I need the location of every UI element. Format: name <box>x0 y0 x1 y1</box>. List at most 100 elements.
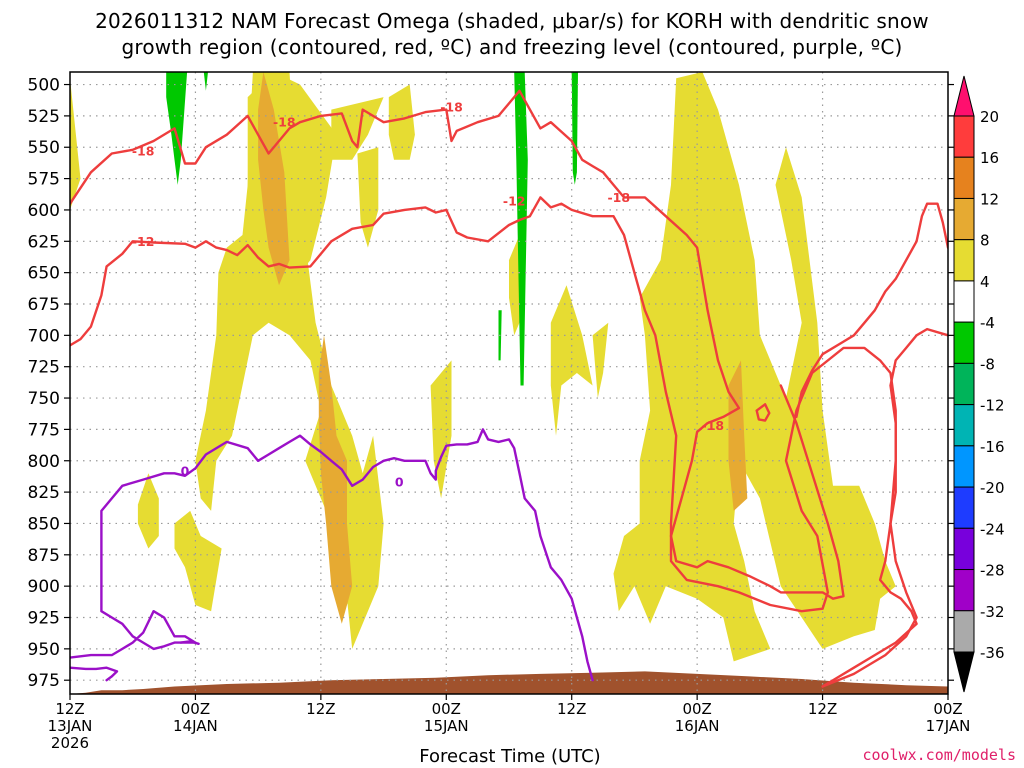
colorbar-label-2: 12 <box>980 190 999 208</box>
x-axis-title: Forecast Time (UTC) <box>419 746 601 767</box>
contour-freezing-0-hook <box>70 666 119 682</box>
contour-label-7: 0 <box>181 463 190 478</box>
colorbar-seg-11 <box>953 527 975 571</box>
colorbar-seg-9 <box>953 445 975 488</box>
xtick-label-84-2: 17JAN <box>926 717 971 735</box>
ytick-label-825: 825 <box>28 483 60 503</box>
ytick-label-550: 550 <box>28 138 60 158</box>
xtick-label-72-1: 12Z <box>808 700 837 718</box>
xtick-label-0-3: 2026 <box>51 734 89 752</box>
colorbar-seg-1 <box>953 115 975 158</box>
colorbar-bottom-arrow <box>953 651 975 693</box>
ytick-label-625: 625 <box>28 232 60 252</box>
ytick-label-950: 950 <box>28 640 60 660</box>
colorbar-seg-5 <box>953 280 975 323</box>
omega-region-3 <box>174 510 222 612</box>
colorbar-seg-8 <box>953 404 975 447</box>
chart-title-line2: growth region (contoured, red, ºC) and f… <box>121 35 903 59</box>
omega-region-0 <box>70 78 81 210</box>
colorbar-seg-4 <box>953 239 975 282</box>
contour-label-2: -18 <box>440 100 463 115</box>
colorbar-seg-6 <box>953 321 975 364</box>
plot-frame <box>69 71 949 695</box>
contour-dendritic--12-right <box>821 327 948 688</box>
terrain-layer <box>70 671 948 694</box>
colorbar-label-7: -12 <box>980 397 1005 415</box>
colorbar-label-5: -4 <box>980 314 995 332</box>
omega-region-6 <box>357 147 379 248</box>
contour-label-5: -12 <box>132 234 155 249</box>
ytick-label-725: 725 <box>28 358 60 378</box>
xtick-label-0-2: 13JAN <box>48 717 93 735</box>
xtick-label-36-1: 00Z <box>432 700 461 718</box>
contour-layer: -18 -18 -18 -18 -18 -12 -12 0 0 <box>70 89 948 688</box>
colorbar-seg-12 <box>953 569 975 612</box>
colorbar-label-10: -24 <box>980 520 1005 538</box>
ytick-label-800: 800 <box>28 452 60 472</box>
omega-region-2 <box>137 473 159 549</box>
ytick-label-675: 675 <box>28 295 60 315</box>
omega-region-17 <box>203 72 208 91</box>
ytick-label-775: 775 <box>28 420 60 440</box>
contour-label-8: 0 <box>395 475 404 490</box>
xtick-label-84-1: 00Z <box>933 700 962 718</box>
colorbar-label-13: -36 <box>980 644 1005 662</box>
colorbar-label-11: -28 <box>980 562 1005 580</box>
omega-region-16 <box>166 72 188 185</box>
colorbar-label-9: -20 <box>980 479 1005 497</box>
colorbar-label-1: 16 <box>980 149 999 167</box>
ytick-label-525: 525 <box>28 107 60 127</box>
contour-dendritic--18-cell <box>755 403 771 422</box>
colorbar-label-12: -32 <box>980 603 1005 621</box>
ytick-label-925: 925 <box>28 609 60 629</box>
omega-region-14 <box>318 335 353 624</box>
contour-label-3: -18 <box>607 190 630 205</box>
colorbar-seg-10 <box>953 486 975 529</box>
ytick-label-575: 575 <box>28 170 60 190</box>
omega-region-19 <box>571 72 578 185</box>
xtick-label-60-1: 00Z <box>682 700 711 718</box>
xtick-label-36-2: 15JAN <box>424 717 469 735</box>
xtick-label-0-1: 12Z <box>55 700 84 718</box>
xtick-label-48-1: 12Z <box>557 700 586 718</box>
contour-dendritic--12 <box>70 196 918 688</box>
colorbar-label-4: 4 <box>980 273 990 291</box>
colorbar-label-3: 8 <box>980 232 990 250</box>
ytick-label-700: 700 <box>28 326 60 346</box>
contour-dendritic--18 <box>70 89 845 600</box>
pressure-axis: 500 525 550 575 600 625 650 675 700 725 750 775 800 8… <box>28 76 954 691</box>
xtick-label-12-2: 14JAN <box>173 717 218 735</box>
xtick-label-12-1: 00Z <box>181 700 210 718</box>
colorbar-top-arrow <box>953 75 975 117</box>
contour-label-1: -18 <box>273 115 296 130</box>
xtick-label-60-2: 16JAN <box>675 717 720 735</box>
contour-label-6: -12 <box>503 194 526 209</box>
contour-freezing-0-small <box>179 640 200 645</box>
terrain-fill <box>70 671 948 694</box>
omega-region-18 <box>514 72 528 386</box>
ytick-label-850: 850 <box>28 514 60 534</box>
plot-frame-layer <box>69 71 949 695</box>
contour-label-4: -18 <box>702 418 725 433</box>
chart-title-line1: 2026011312 NAM Forecast Omega (shaded, μ… <box>95 9 929 33</box>
colorbar-seg-7 <box>953 362 975 406</box>
ytick-label-500: 500 <box>28 76 60 96</box>
colorbar-seg-2 <box>953 156 975 199</box>
xtick-label-24-1: 12Z <box>306 700 335 718</box>
ytick-label-900: 900 <box>28 577 60 597</box>
omega-region-7 <box>388 84 415 160</box>
omega-region-5 <box>331 97 384 160</box>
colorbar-seg-13 <box>953 610 975 653</box>
colorbar: 20 16 12 8 4 -4 -8 -12 -16 -20 -24 -28 -32 -36 <box>953 75 1005 693</box>
ytick-label-650: 650 <box>28 264 60 284</box>
ytick-label-750: 750 <box>28 389 60 409</box>
contour-freezing-0 <box>70 428 594 682</box>
colorbar-label-8: -16 <box>980 438 1005 456</box>
contour-label-0: -18 <box>132 144 155 159</box>
contour-dendritic--12-loop <box>795 202 948 419</box>
ytick-label-875: 875 <box>28 546 60 566</box>
colorbar-label-6: -8 <box>980 355 995 373</box>
colorbar-seg-3 <box>953 197 975 241</box>
